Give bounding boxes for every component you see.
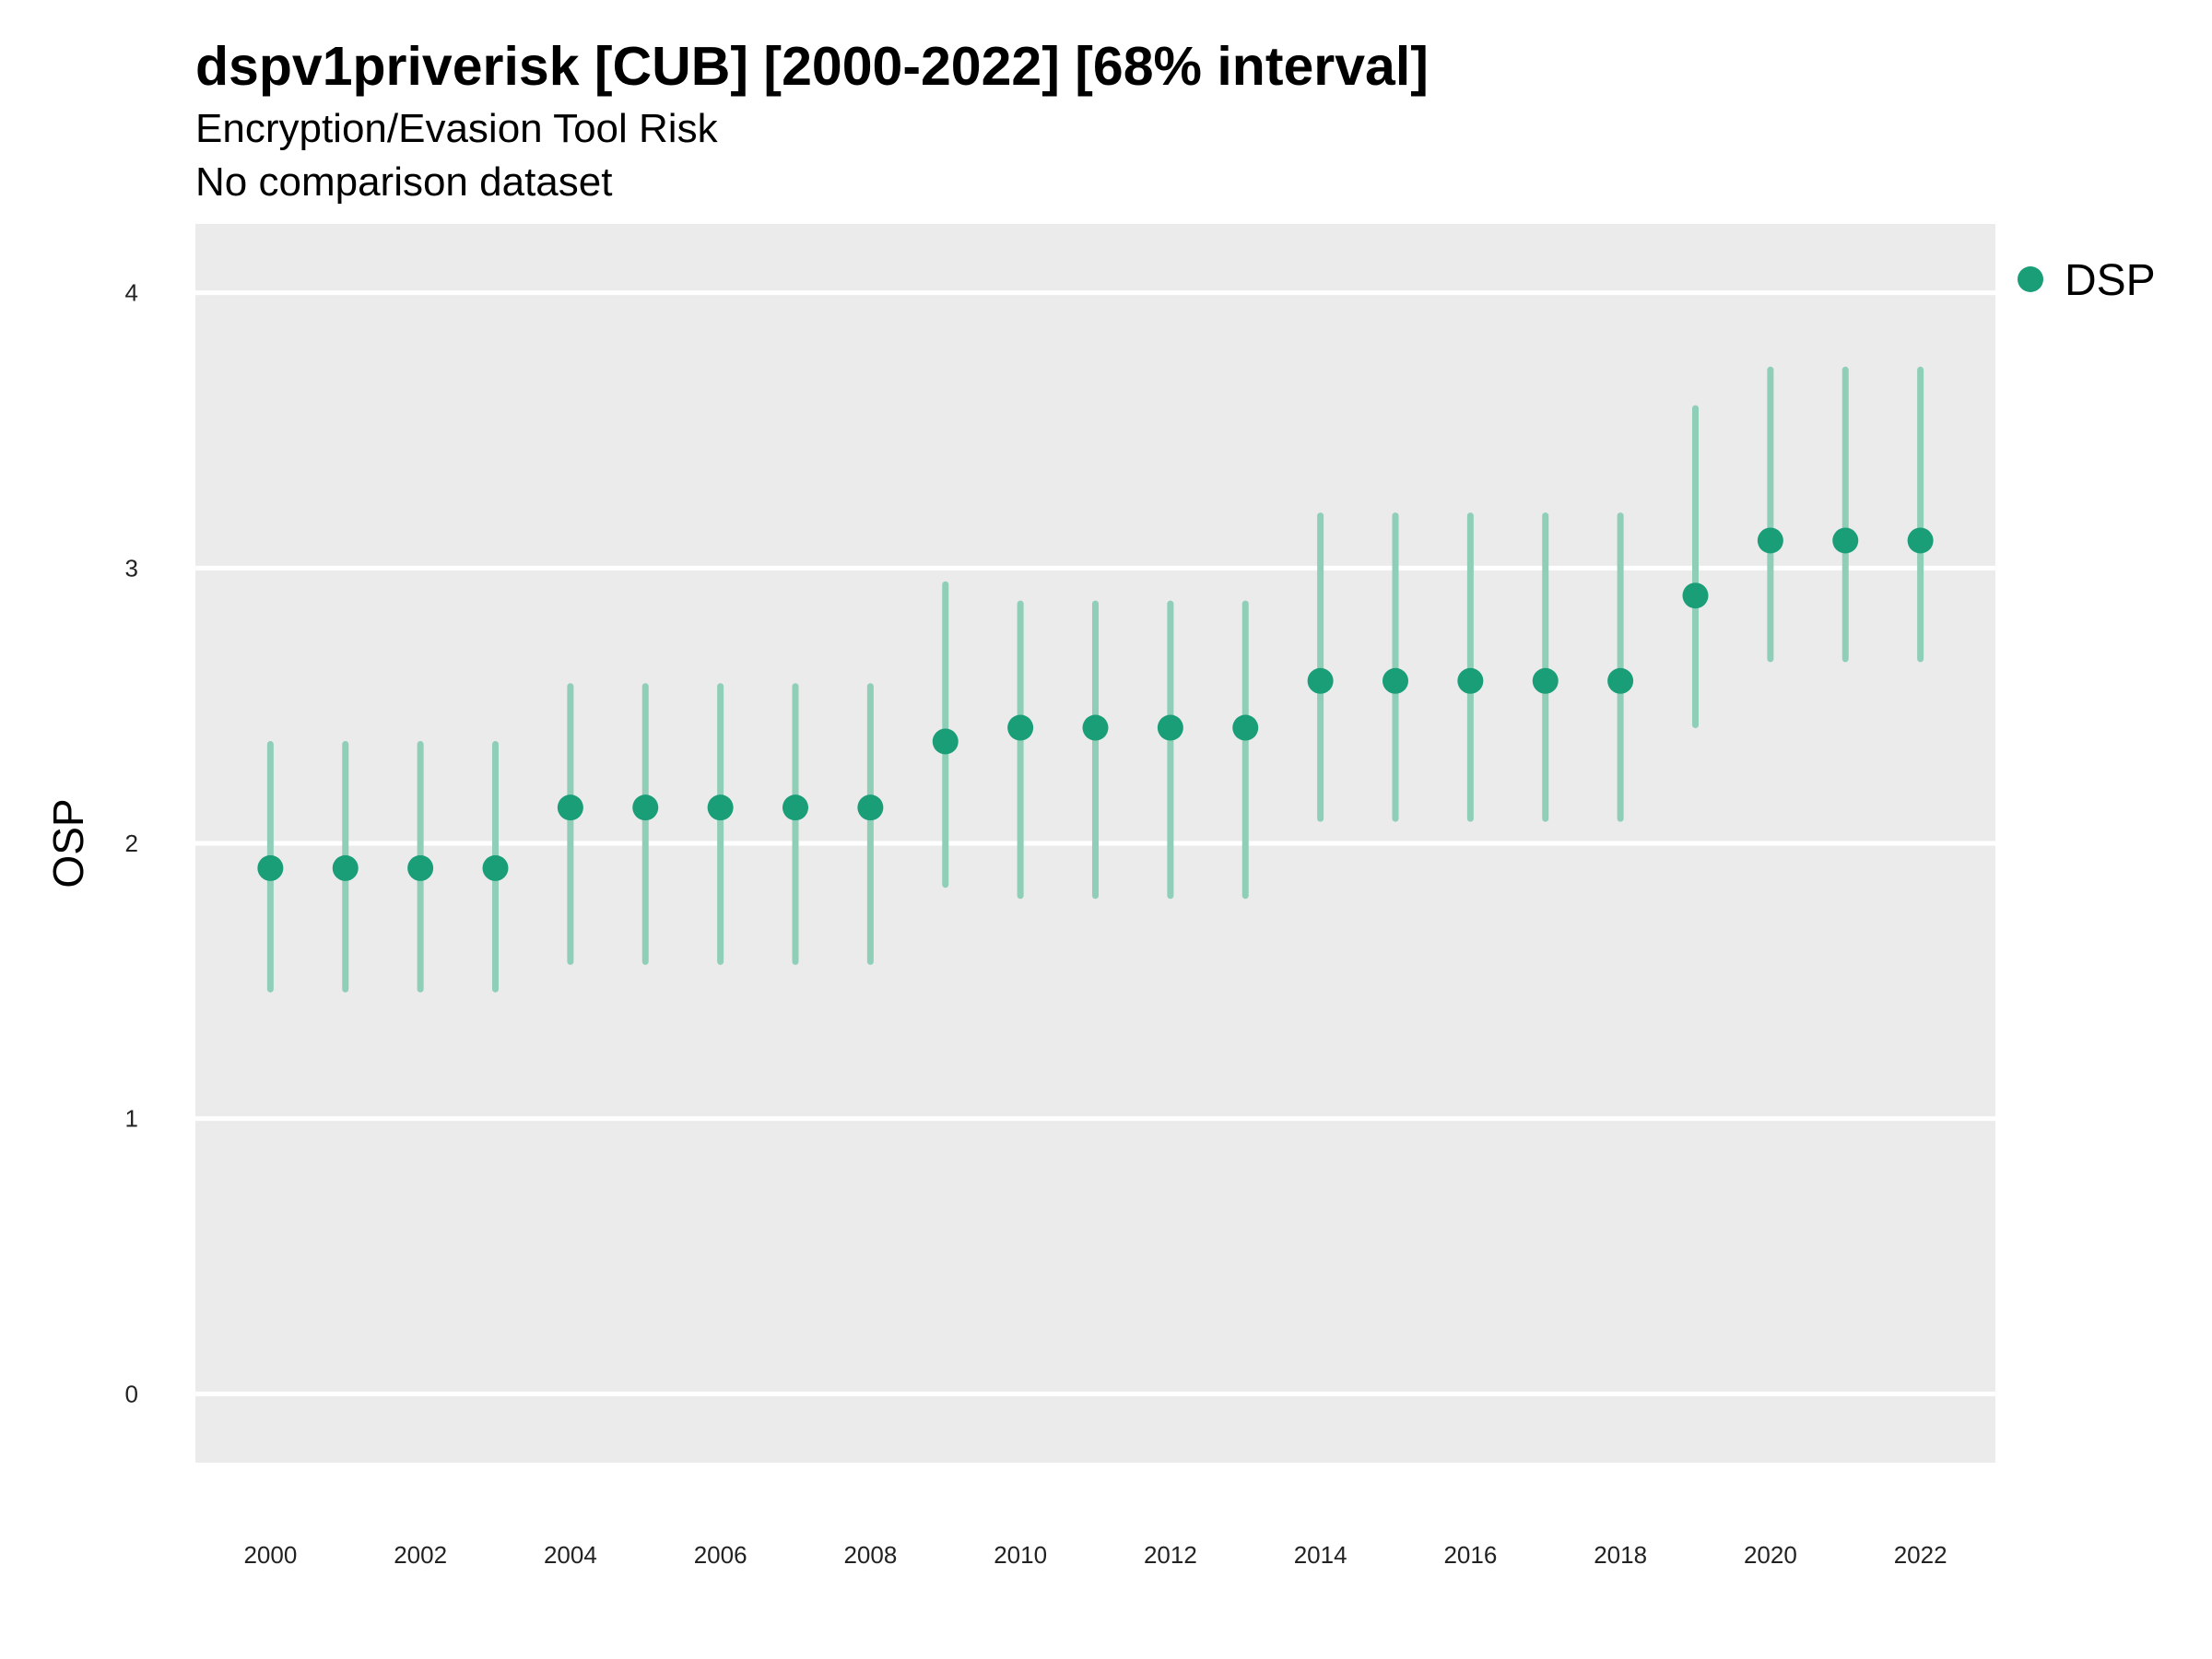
legend: DSP — [2018, 256, 2156, 305]
chart-title: dspv1priverisk [CUB] [2000-2022] [68% in… — [195, 36, 1429, 97]
y-tick-2: 2 — [125, 830, 138, 857]
chart-subtitle-1: Encryption/Evasion Tool Risk — [195, 106, 718, 151]
x-tick-2016: 2016 — [1443, 1541, 1497, 1569]
point-2022 — [1907, 527, 1934, 554]
x-tick-2012: 2012 — [1144, 1541, 1197, 1569]
gridlines — [195, 290, 1995, 1396]
point-2020 — [1757, 527, 1783, 554]
x-tick-2018: 2018 — [1594, 1541, 1647, 1569]
x-tick-2014: 2014 — [1294, 1541, 1347, 1569]
point-2000 — [257, 854, 284, 881]
y-tick-0: 0 — [125, 1380, 138, 1407]
point-2005 — [632, 794, 659, 821]
chart-subtitle-2: No comparison dataset — [195, 159, 613, 205]
point-2001 — [332, 854, 359, 881]
point-2009 — [932, 728, 959, 755]
point-2018 — [1607, 667, 1634, 694]
x-tick-labels: 2000 2002 2004 2006 2008 2010 2012 2014 2016 2018… — [243, 1541, 1947, 1569]
legend-label-dsp: DSP — [2065, 256, 2156, 305]
x-tick-2004: 2004 — [544, 1541, 597, 1569]
point-2019 — [1682, 582, 1709, 609]
point-2016 — [1457, 667, 1484, 694]
point-2003 — [482, 854, 509, 881]
point-2015 — [1382, 667, 1408, 694]
x-tick-2022: 2022 — [1894, 1541, 1947, 1569]
x-tick-2000: 2000 — [243, 1541, 297, 1569]
x-tick-2002: 2002 — [394, 1541, 447, 1569]
y-tick-1: 1 — [125, 1105, 138, 1133]
point-2011 — [1082, 714, 1109, 741]
x-tick-2008: 2008 — [843, 1541, 897, 1569]
point-2014 — [1307, 667, 1334, 694]
point-2006 — [707, 794, 734, 821]
x-tick-2020: 2020 — [1744, 1541, 1797, 1569]
point-2021 — [1832, 527, 1859, 554]
data-points — [257, 527, 1934, 881]
x-tick-2010: 2010 — [994, 1541, 1047, 1569]
point-2017 — [1532, 667, 1559, 694]
point-2004 — [557, 794, 583, 821]
point-2012 — [1157, 714, 1183, 741]
point-2008 — [857, 794, 884, 821]
legend-key-dsp — [2018, 266, 2043, 292]
x-tick-2006: 2006 — [694, 1541, 747, 1569]
y-tick-labels: 0 1 2 3 4 — [125, 279, 138, 1408]
y-tick-4: 4 — [125, 279, 138, 307]
y-tick-3: 3 — [125, 554, 138, 582]
point-2010 — [1007, 714, 1034, 741]
point-2007 — [782, 794, 808, 821]
point-2013 — [1232, 714, 1259, 741]
point-2002 — [407, 854, 434, 881]
y-axis-label: OSP — [44, 798, 92, 888]
